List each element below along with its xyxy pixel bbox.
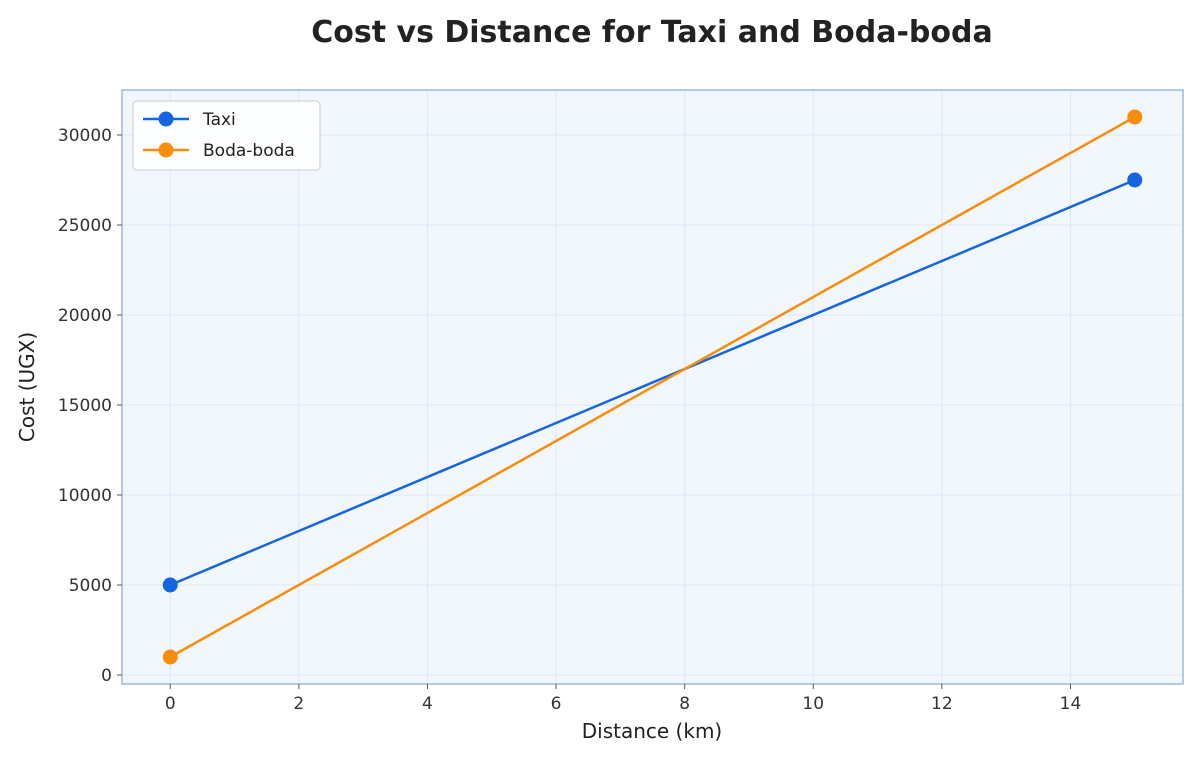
grid-lines bbox=[122, 90, 1183, 684]
legend-marker-boda-boda bbox=[158, 142, 174, 158]
x-tick-label: 6 bbox=[551, 694, 562, 714]
y-tick-label: 15000 bbox=[58, 396, 112, 416]
y-tick-label: 25000 bbox=[58, 216, 112, 236]
legend-label-taxi: Taxi bbox=[202, 110, 236, 130]
chart-title: Cost vs Distance for Taxi and Boda-boda bbox=[311, 15, 992, 50]
legend: Taxi Boda-boda bbox=[132, 100, 321, 171]
legend-marker-taxi bbox=[158, 111, 174, 127]
series-line-boda-boda bbox=[169, 115, 1136, 659]
y-tick-label: 0 bbox=[101, 666, 112, 686]
y-axis-label: Cost (UGX) bbox=[15, 332, 39, 442]
x-tick-label: 0 bbox=[165, 694, 176, 714]
x-axis-label: Distance (km) bbox=[582, 719, 722, 743]
x-tick-label: 2 bbox=[293, 694, 304, 714]
series-line-taxi bbox=[169, 178, 1136, 587]
data-point-boda-boda bbox=[162, 649, 178, 665]
y-tick-label: 30000 bbox=[58, 126, 112, 146]
y-tick-label: 20000 bbox=[58, 306, 112, 326]
data-point-taxi bbox=[1127, 172, 1143, 188]
legend-label-boda-boda: Boda-boda bbox=[203, 141, 295, 161]
x-tick-label: 10 bbox=[802, 694, 824, 714]
data-point-boda-boda bbox=[1127, 109, 1143, 125]
series-layer bbox=[162, 109, 1143, 665]
y-tick-label: 5000 bbox=[69, 576, 112, 596]
y-tick-label: 10000 bbox=[58, 486, 112, 506]
x-axis-ticks: 0 2 4 6 8 10 12 14 bbox=[165, 684, 1081, 714]
x-tick-label: 4 bbox=[422, 694, 433, 714]
y-axis-ticks: 0 5000 10000 15000 20000 25000 30000 bbox=[58, 126, 122, 686]
plot-frame bbox=[121, 89, 1184, 685]
x-tick-label: 12 bbox=[931, 694, 953, 714]
data-point-taxi bbox=[162, 577, 178, 593]
x-tick-label: 14 bbox=[1060, 694, 1082, 714]
x-tick-label: 8 bbox=[679, 694, 690, 714]
